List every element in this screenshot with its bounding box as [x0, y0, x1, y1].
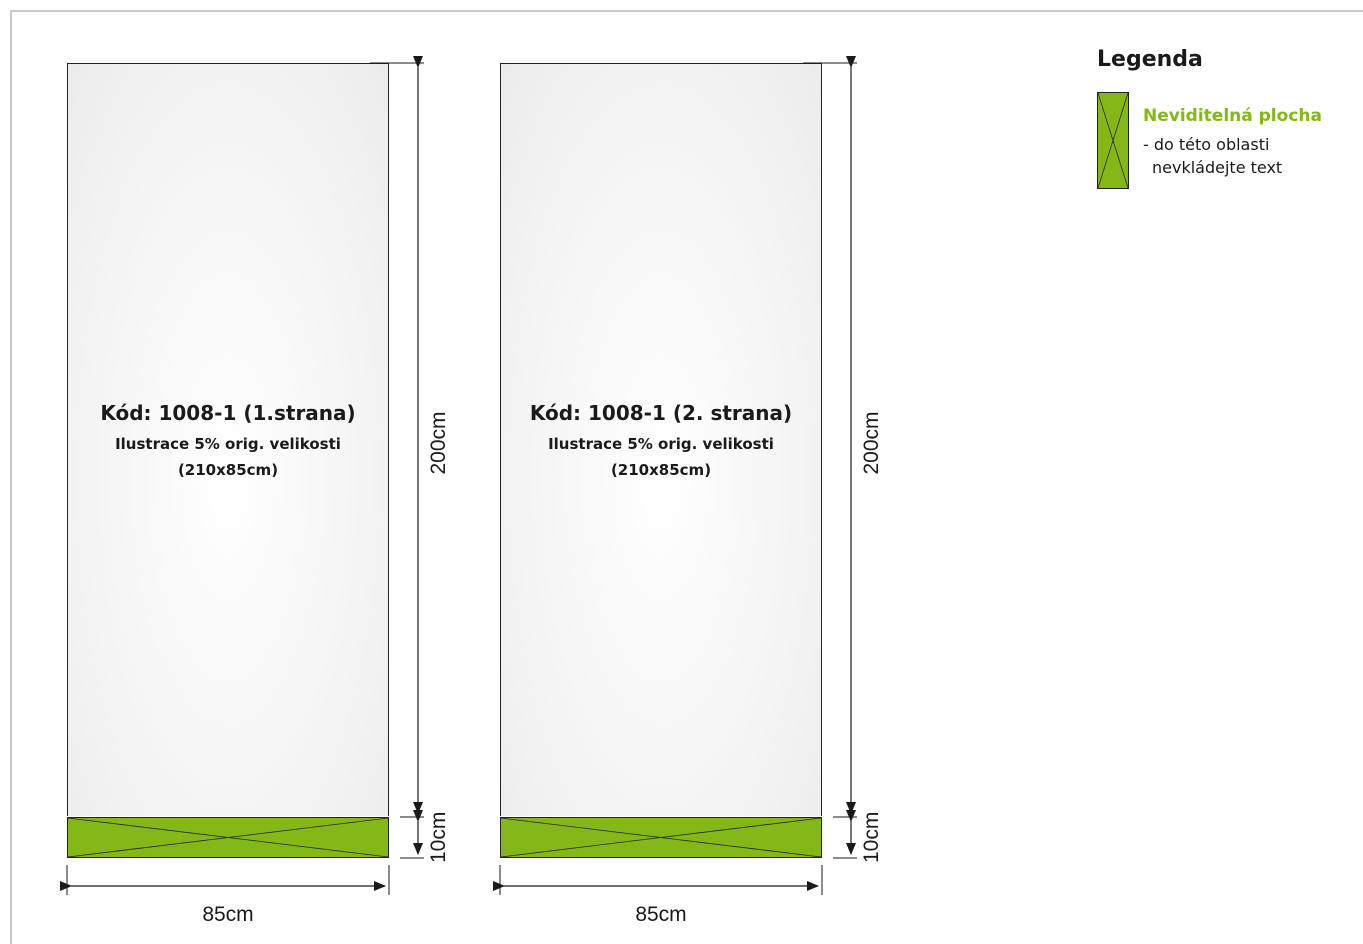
legend-swatch: [1097, 92, 1129, 189]
panel-illustration-note: Ilustrace 5% orig. velikosti: [115, 435, 341, 453]
zone-label-side-1: 10cm: [427, 811, 450, 863]
panel-side-2: [500, 63, 822, 816]
legend-desc-line-1: - do této oblasti: [1143, 135, 1270, 154]
panel-illustration-note: Ilustrace 5% orig. velikosti: [548, 435, 774, 453]
width-label-side-1: 85cm: [202, 903, 254, 926]
width-dimension-side-1: [60, 865, 390, 895]
panel-side-1: [67, 63, 389, 816]
width-dimension-side-2: [493, 865, 823, 895]
width-label-side-2: 85cm: [635, 903, 687, 926]
invisible-zone-side-2: [500, 817, 822, 858]
legend-desc-line-2: nevkládejte text: [1152, 158, 1283, 177]
panel-size: (210x85cm): [177, 461, 279, 479]
height-label-side-1: 200cm: [427, 411, 450, 475]
cross-icon: [1098, 93, 1128, 188]
height-dimension-side-2: [803, 56, 857, 859]
panel-size: (210x85cm): [610, 461, 712, 479]
height-dimension-side-1: [370, 56, 424, 859]
legend-item-description: - do této oblasti nevkládejte text: [1143, 133, 1282, 179]
legend-item-name: Neviditelná plocha: [1143, 106, 1322, 126]
height-label-side-2: 200cm: [860, 411, 883, 475]
zone-label-side-2: 10cm: [860, 811, 883, 863]
legend-title: Legenda: [1097, 47, 1203, 72]
page-frame: [10, 10, 1363, 944]
panel-code: Kód: 1008-1 (1.strana): [100, 401, 356, 425]
invisible-zone-side-1: [67, 817, 389, 858]
cross-icon: [501, 818, 821, 857]
panel-code: Kód: 1008-1 (2. strana): [529, 401, 793, 425]
cross-icon: [68, 818, 388, 857]
